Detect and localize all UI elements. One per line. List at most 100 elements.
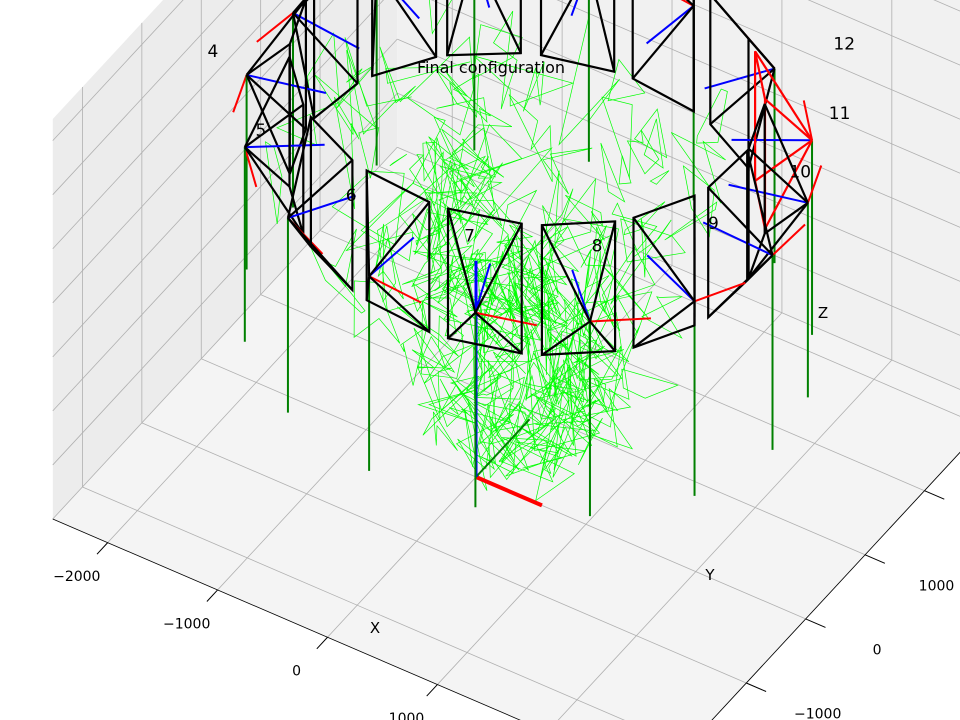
camera-x-axis (694, 281, 746, 303)
mesh-polygon (480, 400, 521, 474)
mesh-polygon (492, 351, 514, 389)
camera-frustums: 0123456789101112131415 (207, 0, 855, 517)
mesh-polygon (643, 118, 664, 169)
x-tick-label: 1000 (389, 711, 425, 720)
frustum-edge (244, 103, 304, 149)
grid-line (52, 0, 384, 358)
grid-line (807, 0, 960, 66)
mesh-polygon (473, 401, 531, 435)
x-tick (96, 542, 109, 555)
camera-x-axis (802, 100, 814, 141)
camera-label-8: 8 (592, 236, 603, 256)
frustum-edge (245, 0, 307, 76)
mesh-polygon (422, 365, 494, 436)
mesh-polygon (473, 376, 525, 400)
mesh-polygon (552, 385, 584, 403)
mesh-polygon (682, 165, 715, 238)
camera-z-axis (570, 0, 579, 17)
mesh-polygon (550, 399, 597, 478)
y-tick (746, 682, 767, 692)
grid-line (52, 0, 184, 141)
mesh-polygon (411, 335, 456, 374)
y-tick-label: 1000 (919, 579, 955, 595)
frustum-edge (243, 146, 305, 235)
frustum-edge (287, 217, 354, 291)
mesh-polygon (575, 257, 590, 370)
mesh-polygon (495, 255, 559, 345)
camera-label-6: 6 (346, 186, 357, 206)
camera-label-11: 11 (829, 104, 851, 124)
mesh-polygon (377, 237, 404, 300)
camera-5 (286, 114, 356, 413)
frustum-edge (631, 5, 695, 80)
frustum-edge (747, 202, 809, 280)
mesh-polygon (412, 282, 458, 332)
z-axis-label: Z (818, 304, 828, 322)
mesh-polygon (448, 155, 487, 194)
axis-ticks: −2000−10000100020003000−2000−10000100020… (53, 490, 955, 720)
frustum-edge (746, 254, 774, 282)
mesh-polygon (570, 362, 603, 425)
camera-x-axis (771, 223, 806, 256)
grid-line (682, 0, 960, 120)
mesh-polygon (552, 275, 610, 344)
mesh-polygon (377, 197, 494, 312)
mesh-polygon (617, 291, 653, 334)
grid-line (52, 38, 398, 412)
mesh-polygon (429, 0, 452, 35)
mesh-polygon (549, 335, 558, 399)
mesh-polygon (406, 36, 474, 136)
mesh-polygon (524, 332, 532, 401)
mesh-polygon (562, 387, 632, 448)
y-axis-line (711, 451, 960, 720)
mesh-polygon (385, 61, 471, 84)
mesh-polygon (460, 123, 523, 206)
mesh-polygon (335, 65, 375, 110)
mesh-polygon (530, 393, 596, 432)
mesh-polygon (611, 202, 658, 251)
mesh-polygon (565, 194, 605, 241)
mesh-polygon (577, 417, 603, 466)
mesh-polygon (610, 219, 672, 305)
x-tick (206, 589, 218, 602)
frustum-edge (245, 74, 307, 130)
mesh-polygon (580, 225, 607, 287)
mesh-polygon (438, 315, 464, 368)
camera-0 (446, 0, 522, 151)
frustum-edge (588, 221, 617, 322)
camera-z-axis (704, 67, 775, 90)
frustum-edge (540, 0, 573, 56)
mesh-polygon (664, 201, 718, 241)
frustum-edge (368, 201, 431, 277)
camera-z-axis (645, 5, 695, 45)
frustum-edge (494, 0, 522, 54)
camera-label-12: 12 (833, 35, 855, 55)
mesh-polygon (618, 155, 632, 185)
mesh-polygon (525, 407, 565, 479)
grid-line (52, 146, 398, 520)
frustum-edge (754, 50, 813, 141)
mesh-polygon (465, 333, 502, 392)
frustum-edge (291, 12, 316, 119)
mesh-polygon (412, 116, 474, 206)
mesh-polygon (508, 94, 553, 182)
mesh-polygon (436, 81, 488, 124)
grid-line (260, 294, 866, 556)
camera-label-4: 4 (207, 42, 218, 62)
mesh-polygon (426, 137, 462, 261)
frustum-edge (286, 116, 312, 219)
mesh-polygon (541, 170, 597, 252)
frustum-edge (365, 276, 371, 301)
camera-7 (446, 207, 538, 508)
frustum-edge (746, 150, 774, 256)
mesh-polygon (564, 298, 623, 394)
frustum-edge (365, 170, 371, 277)
mesh-polygon (506, 239, 543, 285)
frustum-edge (243, 56, 291, 148)
y-axis-label: Y (704, 566, 715, 584)
back-wall-pane (397, 0, 960, 390)
camera-x-axis (232, 74, 248, 113)
camera-label-10: 10 (789, 163, 811, 183)
mesh-polygon (488, 403, 521, 479)
